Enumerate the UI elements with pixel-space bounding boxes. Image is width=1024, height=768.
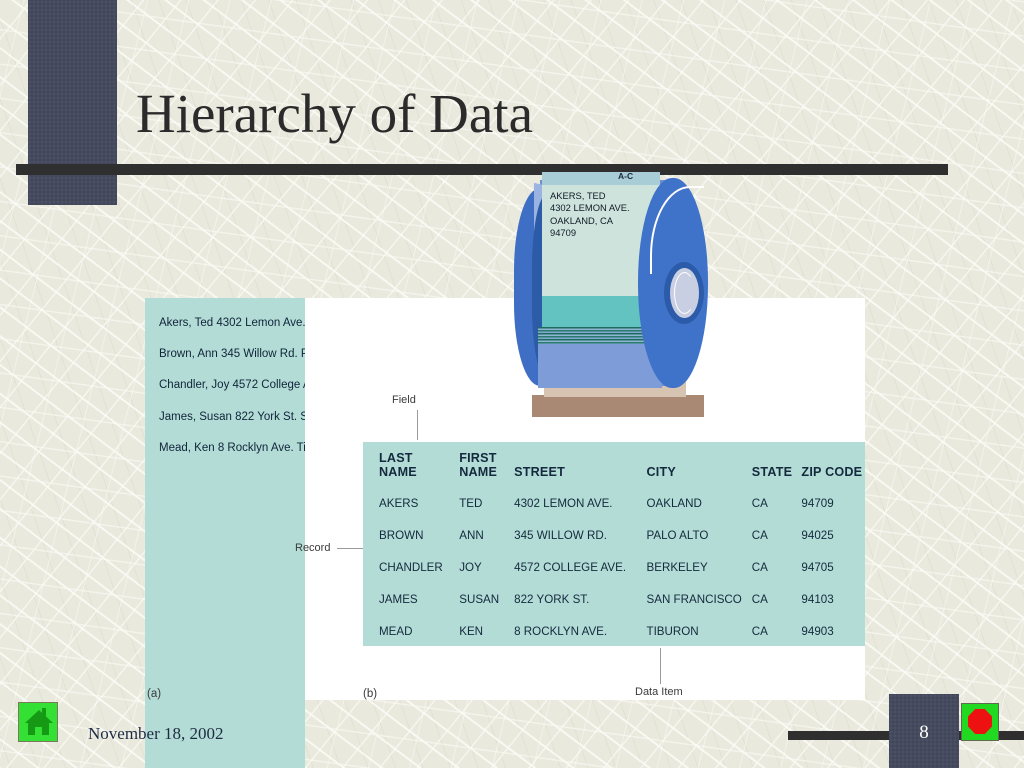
column-header-street: STREET	[514, 465, 566, 479]
rolodex-base-shadow	[532, 395, 704, 417]
cell-zip-code: 94103	[801, 592, 834, 606]
cell-last-name: BROWN	[379, 528, 424, 542]
cell-street: 345 WILLOW RD.	[514, 528, 607, 542]
rolodex-card-stack	[538, 327, 662, 345]
cell-first-name: TED	[459, 496, 483, 510]
stop-octagon-shape	[968, 709, 992, 734]
cell-city: OAKLAND	[646, 496, 702, 510]
cell-state: CA	[751, 496, 768, 510]
address-entry: Akers, Ted 4302 Lemon Ave. Oakland, CA 9…	[159, 317, 305, 329]
address-card-panel: Akers, Ted 4302 Lemon Ave. Oakland, CA 9…	[145, 298, 305, 768]
cell-street: 822 YORK ST.	[514, 592, 590, 606]
cell-city: SAN FRANCISCO	[646, 592, 742, 606]
column-header-first-name: FIRST NAME	[459, 451, 498, 479]
cell-first-name: KEN	[459, 624, 484, 638]
table-row: MEAD KEN 8 ROCKLYN AVE. TIBURON CA 94903	[363, 615, 865, 647]
cell-state: CA	[751, 560, 768, 574]
callout-data-item-leader-line	[660, 648, 661, 684]
page-number: 8	[919, 722, 929, 743]
cell-last-name: MEAD	[379, 624, 413, 638]
cell-first-name: SUSAN	[459, 592, 500, 606]
table-row: JAMES SUSAN 822 YORK ST. SAN FRANCISCO C…	[363, 583, 865, 615]
callout-field-label: Field	[392, 394, 416, 406]
data-table-panel: LAST NAME FIRST NAME STREET CITY STATE Z…	[363, 442, 865, 646]
rolodex-card-text: AKERS, TED 4302 LEMON AVE. OAKLAND, CA 9…	[550, 190, 630, 239]
cell-last-name: JAMES	[379, 592, 418, 606]
column-header-city: CITY	[646, 465, 676, 479]
cell-city: TIBURON	[646, 624, 699, 638]
cell-street: 4572 COLLEGE AVE.	[514, 560, 627, 574]
page-title: Hierarchy of Data	[136, 83, 534, 144]
cell-city: PALO ALTO	[646, 528, 709, 542]
cell-first-name: JOY	[459, 560, 482, 574]
cell-last-name: AKERS	[379, 496, 419, 510]
column-header-state: STATE	[751, 465, 793, 479]
cell-city: BERKELEY	[646, 560, 708, 574]
column-header-zip-code: ZIP CODE	[801, 465, 863, 479]
address-entry: Mead, Ken 8 Rocklyn Ave. Tiburon, CA 949…	[159, 441, 305, 454]
cell-state: CA	[751, 624, 768, 638]
rolodex-drum-lower	[538, 344, 662, 388]
cell-zip-code: 94709	[801, 496, 834, 510]
callout-record-label: Record	[295, 542, 331, 554]
hierarchy-of-data-figure: Akers, Ted 4302 Lemon Ave. Oakland, CA 9…	[145, 170, 865, 768]
cell-zip-code: 94903	[801, 624, 834, 638]
home-icon-roof	[25, 710, 53, 723]
cell-zip-code: 94025	[801, 528, 834, 542]
data-table: LAST NAME FIRST NAME STREET CITY STATE Z…	[363, 442, 865, 647]
title-horizontal-rule	[16, 164, 948, 175]
address-entry: Chandler, Joy 4572 College Ave. Berkeley…	[159, 379, 305, 392]
callout-record-leader-line	[337, 548, 363, 549]
rolodex-card-tab	[542, 172, 660, 185]
cell-state: CA	[751, 528, 768, 542]
cell-first-name: ANN	[459, 528, 484, 542]
figure-label-b: (b)	[363, 688, 378, 700]
column-header-last-name: LAST NAME	[379, 451, 417, 479]
address-entry: Brown, Ann 345 Willow Rd. Palo Alto, CA …	[159, 348, 305, 361]
home-icon-door	[35, 727, 42, 735]
address-entry: James, Susan 822 York St. San Francisco,…	[159, 410, 305, 423]
home-icon[interactable]	[18, 702, 58, 742]
table-row: BROWN ANN 345 WILLOW RD. PALO ALTO CA 94…	[363, 519, 865, 551]
footer-date: November 18, 2002	[88, 724, 224, 743]
table-row: CHANDLER JOY 4572 COLLEGE AVE. BERKELEY …	[363, 551, 865, 583]
rolodex-hub-highlight	[674, 272, 695, 314]
rotary-card-file-illustration: A-C AKERS, TED 4302 LEMON AVE. OAKLAND, …	[500, 170, 725, 435]
cell-street: 8 ROCKLYN AVE.	[514, 624, 608, 638]
rolodex-card-tab-label: A-C	[618, 171, 634, 181]
page-number-band	[889, 694, 959, 768]
stop-octagon-icon[interactable]	[961, 703, 999, 741]
figure-label-a: (a)	[147, 688, 162, 700]
cell-state: CA	[751, 592, 768, 606]
callout-field-leader-line	[417, 410, 418, 440]
callout-data-item-label: Data Item	[635, 686, 683, 698]
cell-street: 4302 LEMON AVE.	[514, 496, 613, 510]
cell-last-name: CHANDLER	[379, 560, 443, 574]
table-header-row: LAST NAME FIRST NAME STREET CITY STATE Z…	[363, 442, 865, 487]
table-row: AKERS TED 4302 LEMON AVE. OAKLAND CA 947…	[363, 487, 865, 519]
cell-zip-code: 94705	[801, 560, 834, 574]
